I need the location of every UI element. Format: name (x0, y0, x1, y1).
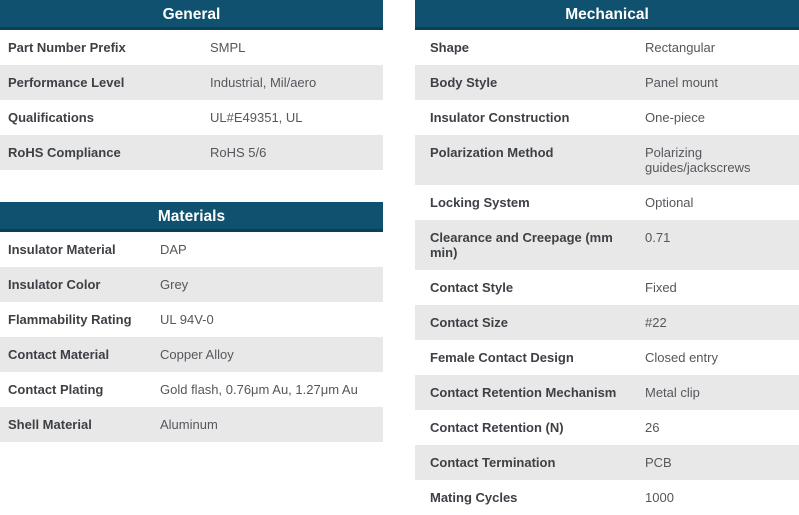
spec-label: Insulator Material (8, 242, 116, 257)
spec-label: Polarization Method (430, 145, 554, 160)
table-row: Part Number Prefix SMPL (0, 30, 383, 65)
table-row: Contact Style Fixed (415, 270, 799, 305)
table-row: Contact Plating Gold flash, 0.76μm Au, 1… (0, 372, 383, 407)
table-row: Contact Size #22 (415, 305, 799, 340)
right-column: Mechanical Shape Rectangular Body Style … (415, 0, 799, 515)
general-table-title: General (0, 0, 383, 30)
spec-value: 0.71 (645, 230, 671, 245)
spec-label: Female Contact Design (430, 350, 574, 365)
spec-value: Polarizing guides/jackscrews (645, 145, 751, 175)
table-row: Contact Material Copper Alloy (0, 337, 383, 372)
spec-value: Gold flash, 0.76μm Au, 1.27μm Au (160, 382, 358, 397)
spec-value: #22 (645, 315, 667, 330)
spec-label: Mating Cycles (430, 490, 518, 505)
spec-label: Shell Material (8, 417, 92, 432)
table-row: Performance Level Industrial, Mil/aero (0, 65, 383, 100)
table-row: Flammability Rating UL 94V-0 (0, 302, 383, 337)
table-row: Clearance and Creepage (mm min) 0.71 (415, 220, 799, 270)
table-row: Mating Cycles 1000 (415, 480, 799, 515)
spec-label: Contact Material (8, 347, 110, 362)
table-row: Contact Retention Mechanism Metal clip (415, 375, 799, 410)
mechanical-table-rows: Shape Rectangular Body Style Panel mount… (415, 30, 799, 515)
general-table: General Part Number Prefix SMPL Performa… (0, 0, 383, 170)
spec-value: Rectangular (645, 40, 716, 55)
spec-value: Aluminum (160, 417, 218, 432)
spec-value: PCB (645, 455, 672, 470)
spec-value: 1000 (645, 490, 674, 505)
table-row: Female Contact Design Closed entry (415, 340, 799, 375)
spec-label: Contact Style (430, 280, 514, 295)
mechanical-table: Mechanical Shape Rectangular Body Style … (415, 0, 799, 515)
table-row: RoHS Compliance RoHS 5/6 (0, 135, 383, 170)
spec-value: UL#E49351, UL (210, 110, 303, 125)
spec-value: UL 94V-0 (160, 312, 214, 327)
spec-label: Qualifications (8, 110, 94, 125)
spec-label: Locking System (430, 195, 530, 210)
spec-label: Performance Level (8, 75, 125, 90)
spec-label: RoHS Compliance (8, 145, 121, 160)
spec-label: Body Style (430, 75, 498, 90)
spec-value: Industrial, Mil/aero (210, 75, 317, 90)
spec-label: Contact Size (430, 315, 509, 330)
spec-value: Optional (645, 195, 694, 210)
left-column: General Part Number Prefix SMPL Performa… (0, 0, 383, 442)
materials-table: Materials Insulator Material DAP Insulat… (0, 202, 383, 442)
table-row: Insulator Color Grey (0, 267, 383, 302)
table-row: Locking System Optional (415, 185, 799, 220)
spec-label: Flammability Rating (8, 312, 132, 327)
spec-value: Panel mount (645, 75, 718, 90)
spec-value: DAP (160, 242, 187, 257)
spec-value: 26 (645, 420, 660, 435)
table-row: Shell Material Aluminum (0, 407, 383, 442)
spec-label: Contact Termination (430, 455, 556, 470)
spec-label: Insulator Color (8, 277, 101, 292)
table-row: Body Style Panel mount (415, 65, 799, 100)
spec-label: Contact Retention Mechanism (430, 385, 617, 400)
general-table-rows: Part Number Prefix SMPL Performance Leve… (0, 30, 383, 170)
table-row: Contact Termination PCB (415, 445, 799, 480)
spec-value: Fixed (645, 280, 677, 295)
spec-label: Insulator Construction (430, 110, 570, 125)
table-row: Qualifications UL#E49351, UL (0, 100, 383, 135)
spec-value: Closed entry (645, 350, 718, 365)
table-row: Insulator Material DAP (0, 232, 383, 267)
spec-label: Part Number Prefix (8, 40, 126, 55)
materials-table-title: Materials (0, 202, 383, 232)
spec-value: Grey (160, 277, 189, 292)
spec-label: Contact Retention (N) (430, 420, 564, 435)
table-row: Polarization Method Polarizing guides/ja… (415, 135, 799, 185)
table-row: Shape Rectangular (415, 30, 799, 65)
table-row: Contact Retention (N) 26 (415, 410, 799, 445)
spec-value: Metal clip (645, 385, 700, 400)
spec-label: Shape (430, 40, 470, 55)
spec-value: RoHS 5/6 (210, 145, 267, 160)
spec-value: SMPL (210, 40, 246, 55)
spec-label: Clearance and Creepage (mm min) (430, 230, 613, 260)
materials-table-rows: Insulator Material DAP Insulator Color G… (0, 232, 383, 442)
spec-value: One-piece (645, 110, 705, 125)
spec-label: Contact Plating (8, 382, 104, 397)
table-row: Insulator Construction One-piece (415, 100, 799, 135)
spec-value: Copper Alloy (160, 347, 234, 362)
mechanical-table-title: Mechanical (415, 0, 799, 30)
